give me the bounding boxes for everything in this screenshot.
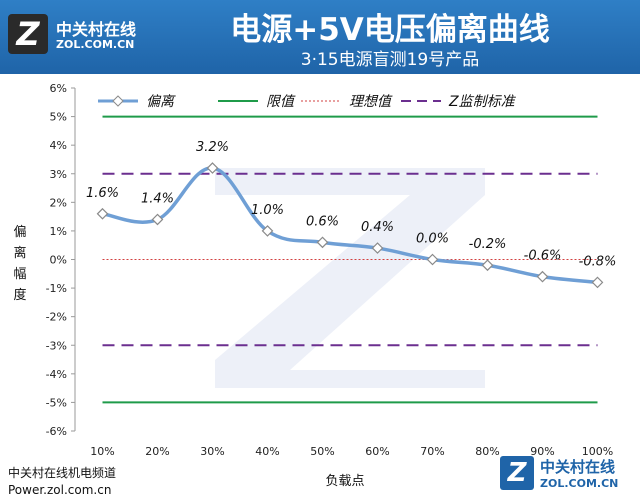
watermark-text: 中关村在线 bbox=[540, 458, 616, 476]
y-tick-label: -1% bbox=[46, 282, 67, 295]
data-point bbox=[96, 207, 109, 220]
x-axis-label: 负载点 bbox=[325, 474, 365, 489]
y-axis-label-char: 偏 bbox=[13, 225, 27, 240]
legend-label: 限值 bbox=[266, 94, 294, 110]
y-tick-label: 5% bbox=[50, 111, 67, 124]
data-label: 0.6% bbox=[306, 214, 339, 229]
x-tick-label: 30% bbox=[200, 445, 224, 458]
legend-label: 偏离 bbox=[146, 94, 174, 110]
y-tick-label: -6% bbox=[46, 425, 67, 438]
y-tick-label: 1% bbox=[50, 225, 67, 238]
y-axis-label-char: 度 bbox=[13, 288, 27, 303]
y-axis-label: 偏离幅度 bbox=[10, 222, 30, 306]
x-tick-label: 80% bbox=[475, 445, 499, 458]
data-point bbox=[536, 270, 549, 283]
legend-swatch bbox=[401, 100, 441, 102]
data-point bbox=[261, 225, 274, 237]
background-watermark-z bbox=[215, 168, 485, 388]
chart-subtitle: 3·15电源盲测19号产品 bbox=[300, 50, 480, 70]
data-point bbox=[206, 162, 219, 174]
legend-item: 偏离 bbox=[96, 91, 174, 111]
logo-domain: ZOL.COM.CN bbox=[56, 38, 135, 51]
y-tick-label: -3% bbox=[46, 339, 67, 352]
y-tick-label: 4% bbox=[50, 139, 67, 152]
data-label: 0.0% bbox=[416, 232, 449, 247]
data-point bbox=[151, 213, 164, 226]
y-tick-label: 3% bbox=[50, 168, 67, 181]
x-tick-label: 40% bbox=[255, 445, 279, 458]
header-banner: Z 中关村在线 ZOL.COM.CN 电源+5V电压偏离曲线 3·15电源盲测1… bbox=[0, 0, 640, 74]
legend-swatch bbox=[218, 100, 258, 102]
x-tick-label: 100% bbox=[582, 445, 613, 458]
x-tick-label: 90% bbox=[530, 445, 554, 458]
data-label: 1.4% bbox=[141, 191, 174, 206]
legend-swatch bbox=[301, 100, 341, 102]
logo-text: 中关村在线 bbox=[56, 20, 137, 39]
zol-logo: Z 中关村在线 ZOL.COM.CN bbox=[8, 10, 148, 60]
y-tick-label: 0% bbox=[50, 254, 67, 267]
watermark-logo: Z 中关村在线 ZOL.COM.CN bbox=[500, 452, 634, 498]
data-label: -0.8% bbox=[579, 254, 617, 269]
series-line bbox=[102, 166, 598, 285]
legend-swatch bbox=[98, 95, 138, 107]
data-label: -0.2% bbox=[469, 237, 507, 252]
data-label: 3.2% bbox=[196, 140, 229, 155]
x-tick-label: 60% bbox=[365, 445, 389, 458]
y-axis-label-char: 幅 bbox=[13, 267, 27, 282]
watermark-domain: ZOL.COM.CN bbox=[540, 477, 619, 490]
y-tick-label: 2% bbox=[50, 196, 67, 209]
y-tick-label: 6% bbox=[50, 82, 67, 95]
y-tick-label: -4% bbox=[46, 368, 67, 381]
data-label: 1.0% bbox=[251, 203, 284, 218]
legend-item: 理想值 bbox=[299, 91, 391, 111]
x-tick-label: 20% bbox=[145, 445, 169, 458]
y-tick-label: -2% bbox=[46, 311, 67, 324]
data-label: -0.6% bbox=[524, 249, 562, 264]
footer-url: Power.zol.com.cn bbox=[8, 483, 112, 497]
y-axis-label-char: 离 bbox=[13, 246, 27, 261]
data-label: 0.4% bbox=[361, 220, 394, 235]
zol-z-icon: Z bbox=[8, 14, 48, 54]
legend-label: Z监制标准 bbox=[449, 94, 515, 110]
data-point bbox=[371, 242, 384, 254]
chart-title: 电源+5V电压偏离曲线 bbox=[230, 12, 550, 48]
x-tick-label: 10% bbox=[90, 445, 114, 458]
data-point bbox=[316, 236, 329, 249]
data-label: 1.6% bbox=[86, 186, 119, 201]
legend-item: Z监制标准 bbox=[399, 91, 515, 111]
x-tick-label: 50% bbox=[310, 445, 334, 458]
data-point bbox=[591, 276, 604, 289]
y-tick-label: -5% bbox=[46, 396, 67, 409]
data-point bbox=[426, 253, 439, 266]
data-point bbox=[481, 259, 494, 272]
footer-channel: 中关村在线机电频道 bbox=[8, 466, 117, 480]
watermark-z-icon: Z bbox=[500, 456, 534, 490]
legend-item: 限值 bbox=[216, 91, 294, 111]
legend-label: 理想值 bbox=[349, 94, 391, 110]
x-tick-label: 70% bbox=[420, 445, 444, 458]
